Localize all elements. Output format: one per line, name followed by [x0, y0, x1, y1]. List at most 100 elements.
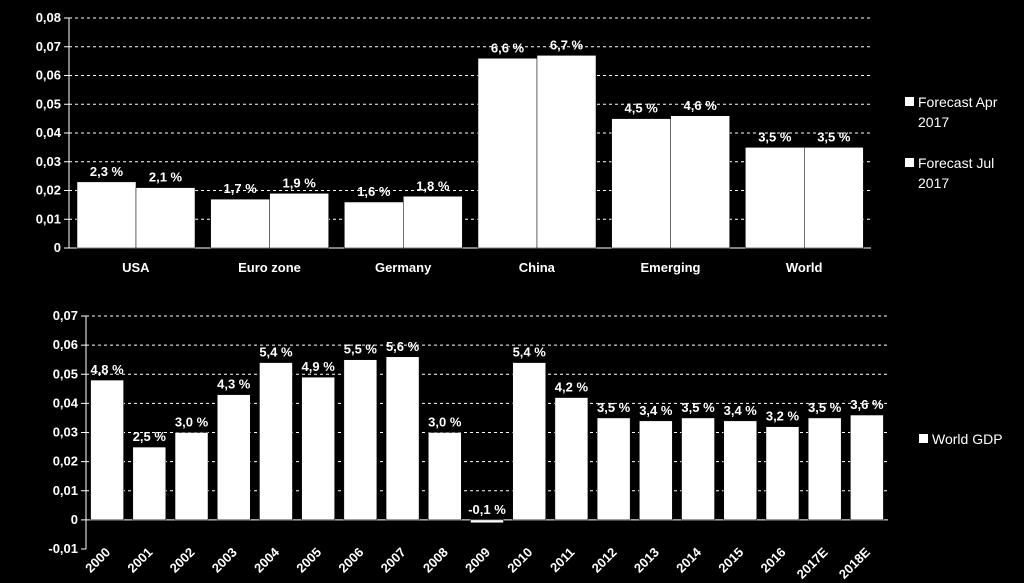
x-tick-label: 2009: [462, 545, 493, 576]
legend-swatch: [919, 434, 928, 443]
bar: [259, 362, 293, 521]
x-tick-label: Euro zone: [238, 260, 301, 275]
bar: [76, 181, 137, 249]
data-label: -0,1 %: [468, 502, 506, 517]
bar: [428, 432, 462, 521]
x-tick-label: 2011: [547, 545, 578, 576]
data-label: 2,1 %: [149, 170, 183, 185]
chart-forecast-by-region: 0 0,01 0,02 0,03 0,04 0,05 0,06 0,07 0,08 2,3 % 2,…: [36, 10, 998, 275]
data-label: 4,8 %: [90, 362, 124, 377]
bar: [174, 432, 209, 521]
y-tick-label: 0,05: [36, 96, 61, 111]
x-tick-label: 2004: [251, 544, 283, 576]
data-label: 3,0 %: [175, 415, 209, 430]
legend-swatch: [905, 158, 914, 167]
x-tick-label: 2016: [758, 545, 789, 576]
y-tick-label: 0,02: [36, 183, 61, 198]
data-label: 3,5 %: [597, 400, 631, 415]
bar: [745, 147, 805, 249]
data-label: 1,8 %: [416, 178, 450, 193]
data-label: 4,6 %: [684, 98, 718, 113]
bar: [269, 193, 329, 249]
legend-label: World GDP: [932, 431, 1003, 447]
data-label: 3,5 %: [681, 400, 715, 415]
data-label: 4,2 %: [555, 380, 589, 395]
bar: [670, 115, 730, 249]
y-tick-label: 0,01: [36, 211, 61, 226]
y-tick-label: 0,05: [53, 366, 78, 381]
x-tick-label: 2005: [293, 545, 324, 576]
bar: [807, 417, 842, 521]
data-label: 4,5 %: [625, 101, 659, 116]
x-tick-label: Emerging: [641, 260, 701, 275]
x-tick-label: 2015: [715, 545, 746, 576]
x-tick-label: 2017E: [794, 544, 831, 581]
bar: [536, 55, 597, 249]
x-tick-label: USA: [122, 260, 150, 275]
legend-label: Forecast Apr: [918, 94, 998, 110]
bar: [216, 394, 251, 521]
bar: [132, 446, 167, 521]
data-label: 5,6 %: [386, 339, 420, 354]
x-tick-label: Germany: [375, 260, 432, 275]
x-tick-label: 2018E: [836, 544, 873, 581]
bar: [765, 426, 800, 521]
bar: [611, 118, 671, 249]
y-tick-label: 0,02: [53, 454, 78, 469]
bar: [301, 376, 335, 521]
y-tick-label: 0,03: [53, 425, 78, 440]
y-tick-label: 0,06: [36, 68, 61, 83]
bar: [639, 420, 673, 521]
data-label: 4,3 %: [217, 377, 251, 392]
bar: [596, 417, 631, 521]
data-label: 5,4 %: [259, 345, 293, 360]
data-label: 5,5 %: [344, 342, 378, 357]
bar: [723, 420, 758, 521]
bar: [512, 362, 546, 521]
legend-swatch: [905, 97, 914, 106]
bar: [403, 196, 463, 249]
data-label: 5,4 %: [513, 345, 547, 360]
x-tick-label: 2003: [209, 545, 240, 576]
bar: [850, 414, 884, 521]
x-tick-label: World: [786, 260, 823, 275]
data-label: 4,9 %: [302, 359, 336, 374]
bar: [554, 397, 589, 521]
y-tick-label: 0,01: [53, 483, 78, 498]
y-tick-label: -0,01: [48, 541, 78, 556]
legend-label: 2017: [918, 175, 949, 191]
x-tick-label: 2014: [673, 544, 705, 576]
bar: [385, 356, 420, 521]
data-label: 1,7 %: [224, 181, 258, 196]
bar: [135, 187, 196, 249]
x-tick-label: 2007: [378, 545, 409, 576]
bar: [470, 519, 504, 524]
data-label: 2,3 %: [90, 164, 124, 179]
data-label: 3,4 %: [724, 403, 758, 418]
data-label: 6,7 %: [550, 37, 584, 52]
bar: [804, 147, 864, 249]
y-tick-label: 0,08: [36, 10, 61, 25]
data-label: 3,5 %: [817, 129, 851, 144]
bar: [681, 417, 715, 521]
bar: [210, 198, 270, 249]
data-label: 3,5 %: [758, 129, 792, 144]
data-label: 2,5 %: [133, 429, 167, 444]
x-tick-label: 2012: [589, 545, 620, 576]
data-label: 3,0 %: [428, 415, 462, 430]
data-label: 3,5 %: [808, 400, 842, 415]
x-tick-label: 2006: [335, 545, 366, 576]
data-label: 6,6 %: [491, 40, 525, 55]
y-tick-label: 0: [71, 512, 78, 527]
y-tick-label: 0,07: [53, 308, 78, 323]
x-tick-label: 2008: [420, 545, 451, 576]
bar: [90, 379, 124, 521]
x-tick-label: 2002: [167, 545, 198, 576]
x-tick-label: 2000: [82, 545, 113, 576]
y-tick-label: 0,04: [36, 125, 62, 140]
data-label: 3,2 %: [766, 409, 800, 424]
y-tick-label: 0,04: [53, 395, 79, 410]
data-label: 1,6 %: [357, 184, 391, 199]
y-tick-label: 0: [54, 240, 61, 255]
